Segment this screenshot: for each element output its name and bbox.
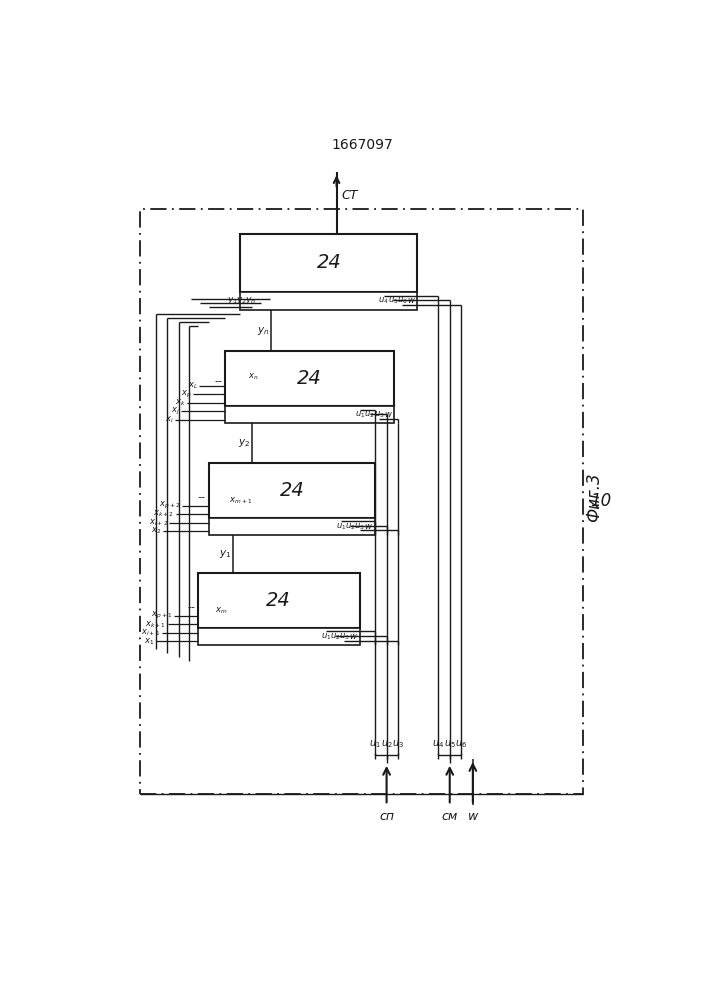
Text: $x_m$: $x_m$	[215, 605, 228, 616]
Text: $x_i$: $x_i$	[165, 414, 173, 425]
Text: $u_1$: $u_1$	[336, 521, 346, 532]
Bar	[198, 628, 360, 645]
Bar	[198, 573, 360, 628]
Text: $u_3$: $u_3$	[339, 631, 349, 642]
Text: $x_{k+2}$: $x_{k+2}$	[153, 509, 174, 519]
Text: $u_4$: $u_4$	[432, 738, 444, 750]
Text: $u_2$: $u_2$	[329, 631, 340, 642]
Text: $x_{p+1}$: $x_{p+1}$	[151, 610, 173, 621]
Text: $u_2$: $u_2$	[364, 410, 375, 420]
Text: $x_{m+1}$: $x_{m+1}$	[229, 495, 252, 506]
Text: 1667097: 1667097	[332, 138, 393, 152]
Bar	[209, 463, 375, 518]
Text: $x_{i+2}$: $x_{i+2}$	[148, 517, 168, 528]
Text: $u_6$: $u_6$	[397, 296, 407, 306]
Text: $u_5$: $u_5$	[444, 738, 456, 750]
Text: $x_{k+1}$: $x_{k+1}$	[146, 619, 166, 630]
Text: $u_6$: $u_6$	[455, 738, 467, 750]
Text: $u_5$: $u_5$	[387, 296, 398, 306]
Text: $w$: $w$	[364, 522, 373, 531]
Text: $w$: $w$	[349, 632, 358, 641]
Text: $y_2$: $y_2$	[238, 437, 250, 449]
Bar	[240, 234, 417, 292]
Bar	[209, 518, 375, 535]
Text: сп: сп	[379, 810, 394, 823]
Text: $u_3$: $u_3$	[373, 410, 384, 420]
Text: $x_L$: $x_L$	[188, 380, 198, 391]
Text: $x_p$: $x_p$	[181, 389, 192, 400]
Text: $w$: $w$	[407, 296, 416, 305]
Bar	[225, 351, 395, 406]
Text: 24: 24	[280, 481, 305, 500]
Text: $u_1$: $u_1$	[369, 738, 381, 750]
Text: $u_4$: $u_4$	[378, 296, 389, 306]
Text: $w$: $w$	[384, 410, 392, 419]
Text: $x_k$: $x_k$	[175, 397, 186, 408]
Text: $y_1$: $y_1$	[218, 548, 231, 560]
Text: $y_n$: $y_n$	[245, 295, 257, 306]
Text: $x_{p+2}$: $x_{p+2}$	[159, 500, 180, 511]
Text: $x_1$: $x_1$	[144, 636, 154, 647]
Text: $u_1$: $u_1$	[355, 410, 366, 420]
Text: w: w	[468, 810, 478, 823]
Text: $y_1$: $y_1$	[227, 295, 238, 306]
Bar	[140, 209, 583, 794]
Text: --: --	[215, 376, 223, 386]
Text: 24: 24	[267, 591, 291, 610]
Text: --: --	[198, 492, 206, 502]
Text: $x_j$: $x_j$	[170, 406, 180, 417]
Text: $x_n$: $x_n$	[248, 372, 259, 382]
Text: $x_{i+1}$: $x_{i+1}$	[141, 628, 160, 638]
Text: --: --	[188, 602, 196, 612]
Text: 10: 10	[590, 492, 612, 510]
Text: $y_n$: $y_n$	[257, 325, 269, 337]
Text: $x_2$: $x_2$	[151, 526, 162, 536]
Text: $u_2$: $u_2$	[345, 521, 356, 532]
Text: 24: 24	[297, 369, 322, 388]
Text: СТ: СТ	[341, 189, 358, 202]
Text: $u_2$: $u_2$	[381, 738, 392, 750]
Text: см: см	[442, 810, 458, 823]
Text: $u_3$: $u_3$	[354, 521, 365, 532]
Text: 24: 24	[317, 253, 341, 272]
Text: $u_1$: $u_1$	[320, 631, 331, 642]
Text: Фиг.3: Фиг.3	[585, 472, 604, 522]
Bar	[225, 406, 395, 423]
Bar	[240, 292, 417, 310]
Text: $u_3$: $u_3$	[392, 738, 404, 750]
Text: $y_2$: $y_2$	[236, 295, 247, 306]
